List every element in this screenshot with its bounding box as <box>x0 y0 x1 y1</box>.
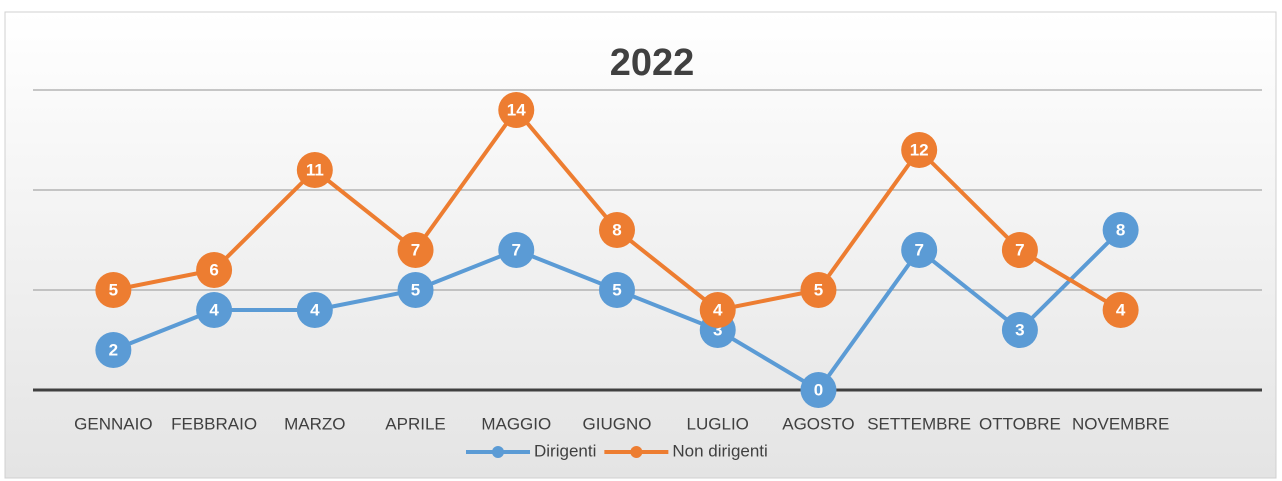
x-tick-label: FEBBRAIO <box>171 414 257 433</box>
data-label: 3 <box>1015 320 1024 339</box>
marker <box>1102 212 1139 248</box>
data-label: 5 <box>612 280 621 299</box>
marker <box>498 92 535 128</box>
marker <box>599 212 635 248</box>
x-tick-label: SETTEMBRE <box>867 414 971 433</box>
x-tick-label: OTTOBRE <box>979 414 1061 433</box>
x-tick-label: APRILE <box>385 414 445 433</box>
marker <box>901 132 938 168</box>
data-label: 7 <box>411 240 420 259</box>
marker <box>95 332 132 368</box>
marker <box>1001 312 1038 348</box>
x-tick-label: LUGLIO <box>687 414 749 433</box>
data-label: 5 <box>814 280 823 299</box>
data-label: 2 <box>109 340 118 359</box>
marker <box>1001 232 1038 268</box>
data-label: 4 <box>209 300 219 319</box>
marker <box>599 272 635 308</box>
x-tick-label: MARZO <box>284 414 345 433</box>
legend-label: Dirigenti <box>534 441 596 460</box>
data-label: 5 <box>109 280 118 299</box>
data-label: 8 <box>612 220 621 239</box>
x-tick-label: GIUGNO <box>583 414 652 433</box>
data-label: 11 <box>306 160 324 179</box>
data-label: 4 <box>310 300 320 319</box>
data-label: 14 <box>507 100 526 119</box>
data-label: 6 <box>209 260 218 279</box>
data-label: 4 <box>1116 300 1126 319</box>
x-tick-label: NOVEMBRE <box>1072 414 1169 433</box>
marker <box>95 272 132 308</box>
data-label: 7 <box>914 240 923 259</box>
x-tick-label: AGOSTO <box>782 414 854 433</box>
chart-title: 2022 <box>610 42 695 84</box>
marker <box>296 152 333 188</box>
legend-marker <box>630 446 643 458</box>
marker <box>196 292 233 328</box>
marker <box>397 272 434 308</box>
marker <box>498 232 535 268</box>
data-label: 7 <box>512 240 521 259</box>
marker <box>699 292 736 328</box>
x-tick-label: MAGGIO <box>481 414 551 433</box>
marker <box>196 252 233 288</box>
data-label: 5 <box>411 280 420 299</box>
legend-marker <box>492 446 504 458</box>
data-label: 0 <box>814 380 823 399</box>
marker <box>800 372 837 408</box>
legend-label: Non dirigenti <box>672 441 767 460</box>
marker <box>1102 292 1139 328</box>
data-label: 4 <box>713 300 723 319</box>
data-label: 7 <box>1015 240 1024 259</box>
marker <box>901 232 938 268</box>
marker <box>397 232 434 268</box>
data-label: 3 <box>713 320 722 339</box>
marker <box>296 292 333 328</box>
marker <box>800 272 837 308</box>
x-tick-label: GENNAIO <box>74 414 152 433</box>
data-label: 8 <box>1116 220 1125 239</box>
data-label: 12 <box>910 140 929 159</box>
